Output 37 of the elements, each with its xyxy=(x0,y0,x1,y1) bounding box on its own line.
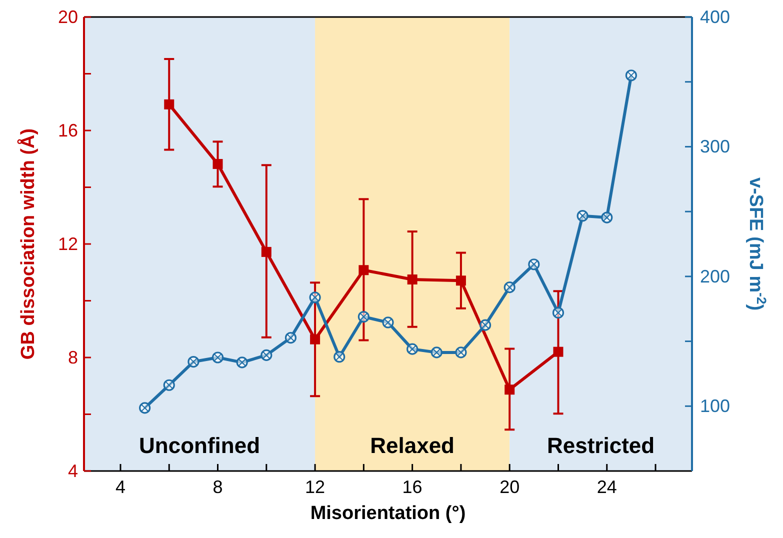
y2-tick-label: 200 xyxy=(700,266,730,286)
x-tick-label: 8 xyxy=(212,477,223,497)
y2-tick-label: 100 xyxy=(700,396,730,416)
point xyxy=(212,158,223,169)
y2-tick-label: 300 xyxy=(700,136,730,157)
x-tick-label: 4 xyxy=(115,477,126,497)
x-tick-label: 12 xyxy=(305,477,326,497)
point xyxy=(310,334,320,344)
point xyxy=(358,310,370,323)
x-tick-label: 24 xyxy=(596,477,617,497)
band-label: Restricted xyxy=(547,433,655,458)
point xyxy=(212,352,224,364)
y-tick-label: 8 xyxy=(68,348,78,368)
point xyxy=(625,70,637,82)
point xyxy=(479,319,492,331)
y2-tick-label: 400 xyxy=(700,7,730,27)
point xyxy=(358,265,369,276)
point xyxy=(261,246,272,257)
x-tick-label: 16 xyxy=(402,477,422,497)
band-label: Relaxed xyxy=(370,433,455,458)
y-tick-label: 12 xyxy=(58,234,78,254)
x-tick-label: 20 xyxy=(500,477,520,497)
y-axis-title: GB dissociation width (Å) xyxy=(17,128,39,360)
point xyxy=(164,99,174,110)
band-label: Unconfined xyxy=(139,433,260,458)
x-axis-title: Misorientation (°) xyxy=(310,503,466,524)
point xyxy=(553,346,564,357)
point xyxy=(504,384,515,395)
point xyxy=(552,306,564,319)
point xyxy=(139,402,151,414)
y-tick-label: 16 xyxy=(58,120,78,140)
point xyxy=(188,356,200,368)
y-tick-label: 4 xyxy=(68,461,78,481)
point xyxy=(456,276,466,286)
y-tick-label: 20 xyxy=(58,7,78,27)
point xyxy=(407,274,418,284)
point xyxy=(284,332,297,344)
